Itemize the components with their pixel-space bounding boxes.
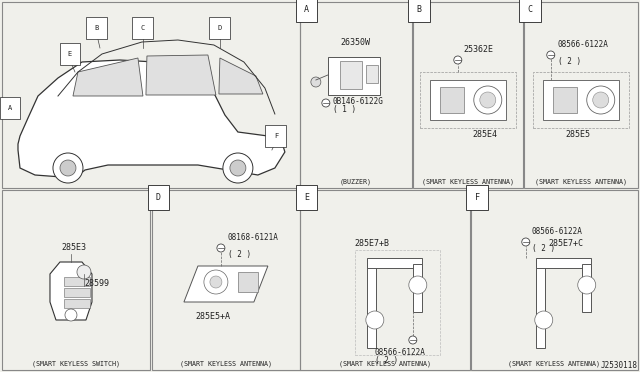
Text: ( 2 ): ( 2 ) [532, 244, 555, 253]
Bar [64, 277, 90, 286]
Bar [536, 258, 591, 268]
Bar [64, 288, 90, 297]
Bar [238, 272, 258, 292]
Text: (SMART KEYLESS ANTENNA): (SMART KEYLESS ANTENNA) [508, 360, 600, 367]
Circle shape [311, 77, 321, 87]
Bar [471, 190, 637, 370]
Text: (SMART KEYLESS ANTENNA): (SMART KEYLESS ANTENNA) [422, 179, 514, 185]
Circle shape [409, 336, 417, 344]
Circle shape [535, 311, 553, 329]
Bar [440, 87, 464, 113]
Circle shape [578, 276, 596, 294]
Text: 26350W: 26350W [341, 38, 371, 47]
Text: F: F [274, 133, 278, 139]
Bar [355, 250, 440, 355]
Circle shape [366, 311, 384, 329]
Text: 285E3: 285E3 [61, 243, 86, 252]
Text: C: C [528, 5, 532, 14]
Text: 285E4: 285E4 [473, 130, 498, 139]
Text: C: C [141, 25, 145, 31]
Text: 08566-6122A: 08566-6122A [558, 40, 609, 49]
Bar [300, 190, 470, 370]
Bar [2, 2, 300, 188]
Text: (SMART KEYLESS SWITCH): (SMART KEYLESS SWITCH) [32, 360, 120, 367]
Polygon shape [184, 266, 268, 302]
Bar [367, 260, 376, 348]
Text: 25362E: 25362E [464, 45, 494, 54]
Text: (BUZZER): (BUZZER) [340, 179, 372, 185]
Circle shape [217, 244, 225, 252]
Text: E: E [68, 51, 72, 57]
Bar [2, 190, 150, 370]
Text: J2530118: J2530118 [601, 361, 637, 370]
Circle shape [593, 92, 609, 108]
Text: A: A [304, 5, 309, 14]
Bar [582, 264, 591, 312]
Circle shape [522, 238, 530, 246]
Circle shape [60, 160, 76, 176]
Bar [420, 72, 516, 128]
Bar [152, 190, 300, 370]
Circle shape [474, 86, 502, 114]
Text: 08566-6122A: 08566-6122A [375, 348, 426, 357]
Bar [524, 2, 637, 188]
Text: E: E [304, 193, 309, 202]
Bar [413, 2, 523, 188]
Circle shape [223, 153, 253, 183]
Text: 285E5+A: 285E5+A [196, 312, 231, 321]
Bar [543, 80, 619, 120]
Text: ( 1 ): ( 1 ) [333, 105, 356, 113]
Text: 285E5: 285E5 [566, 130, 591, 139]
Circle shape [65, 309, 77, 321]
Circle shape [547, 51, 555, 59]
Polygon shape [50, 262, 92, 320]
Bar [366, 65, 378, 83]
Bar [328, 57, 380, 95]
Bar [64, 299, 90, 308]
Circle shape [204, 270, 228, 294]
Text: A: A [8, 105, 12, 111]
Text: ( 2 ): ( 2 ) [375, 356, 398, 365]
Bar [413, 264, 422, 312]
Text: 28599: 28599 [84, 279, 109, 288]
Text: D: D [156, 193, 161, 202]
Polygon shape [146, 55, 216, 95]
Text: 08168-6121A: 08168-6121A [228, 233, 279, 242]
Circle shape [587, 86, 615, 114]
Circle shape [77, 265, 91, 279]
Circle shape [210, 276, 222, 288]
Bar [430, 80, 506, 120]
Circle shape [53, 153, 83, 183]
Text: 0B146-6122G: 0B146-6122G [333, 96, 384, 106]
Text: B: B [95, 25, 99, 31]
Polygon shape [219, 58, 263, 94]
Circle shape [322, 99, 330, 107]
Circle shape [454, 56, 462, 64]
Text: B: B [417, 5, 422, 14]
Polygon shape [73, 58, 143, 96]
Text: F: F [475, 193, 480, 202]
Text: 08566-6122A: 08566-6122A [532, 227, 582, 236]
Text: 285E7+C: 285E7+C [548, 239, 584, 248]
Polygon shape [18, 60, 285, 178]
Bar [300, 2, 412, 188]
Text: D: D [218, 25, 222, 31]
Bar [536, 260, 545, 348]
Text: (SMART KEYLESS ANTENNA): (SMART KEYLESS ANTENNA) [180, 360, 272, 367]
Text: (SMART KEYLESS ANTENNA): (SMART KEYLESS ANTENNA) [339, 360, 431, 367]
Circle shape [480, 92, 496, 108]
Text: (SMART KEYLESS ANTENNA): (SMART KEYLESS ANTENNA) [535, 179, 627, 185]
Text: ( 2 ): ( 2 ) [558, 57, 581, 66]
Text: ( 2 ): ( 2 ) [228, 250, 251, 259]
Bar [340, 61, 362, 89]
Bar [367, 258, 422, 268]
Circle shape [409, 276, 427, 294]
Bar [532, 72, 628, 128]
Bar [553, 87, 577, 113]
Text: 285E7+B: 285E7+B [355, 239, 390, 248]
Circle shape [230, 160, 246, 176]
